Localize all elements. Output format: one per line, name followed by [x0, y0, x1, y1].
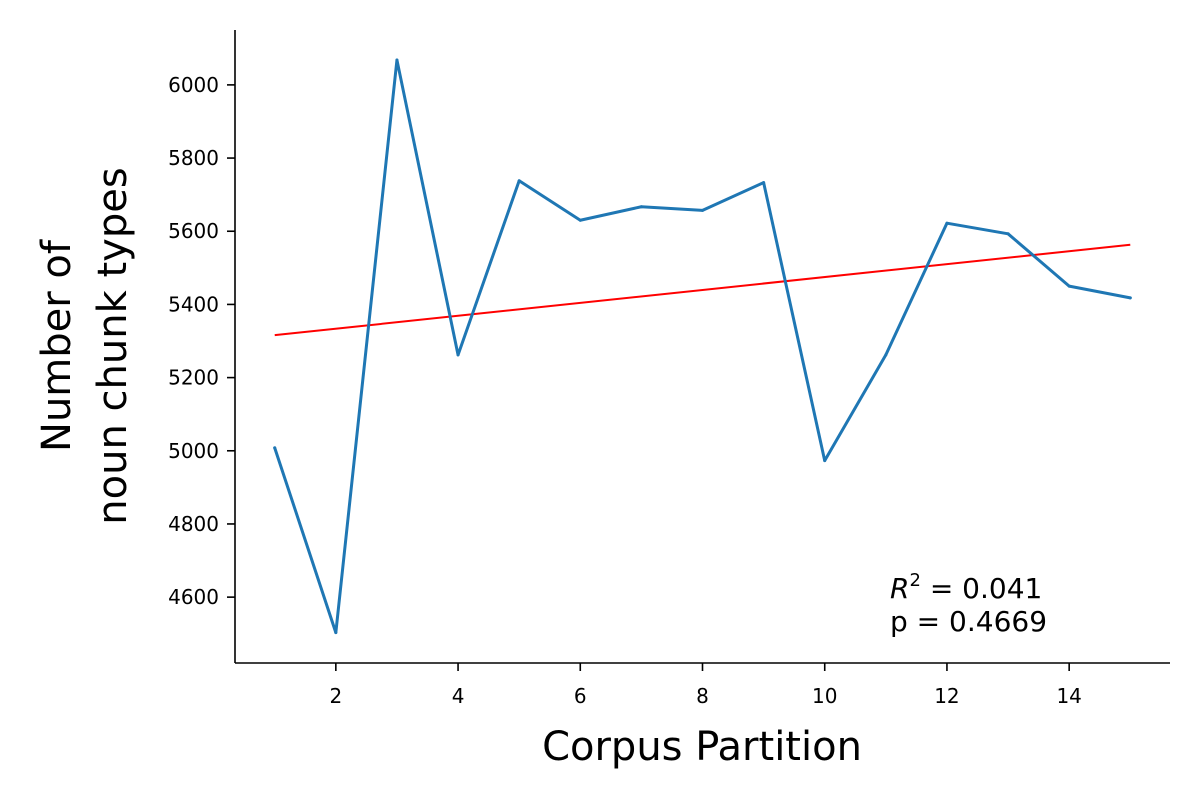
y-axis-title: Number of noun chunk types	[34, 167, 136, 524]
y-axis-title-line-1: Number of	[34, 239, 80, 452]
y-tick-label: 5200	[168, 366, 219, 390]
data-point	[701, 208, 704, 212]
data-point	[1067, 284, 1071, 288]
y-tick-label: 4800	[168, 512, 219, 536]
trend-line	[274, 243, 1131, 337]
data-point	[762, 181, 766, 185]
data-point	[334, 631, 338, 635]
plot-area	[273, 58, 1132, 635]
p-value-annotation: p = 0.4669	[890, 605, 1047, 638]
y-ticks: 4600 4800 5000 5200 5400 5600 5800 6000	[168, 73, 235, 609]
y-axis-title-line-2: noun chunk types	[90, 167, 136, 524]
x-tick-label: 14	[1056, 684, 1081, 708]
y-tick-label: 5800	[168, 146, 219, 170]
r-squared-symbol: R	[890, 572, 909, 605]
x-axis-title: Corpus Partition	[542, 724, 862, 770]
y-tick-label: 4600	[168, 585, 219, 609]
data-point	[578, 218, 582, 222]
r-squared-superscript: 2	[909, 570, 920, 591]
data-point	[517, 179, 521, 183]
data-point	[884, 353, 888, 357]
data-point	[273, 446, 277, 450]
x-tick-label: 8	[696, 684, 709, 708]
x-tick-label: 10	[812, 684, 837, 708]
y-tick-label: 5600	[168, 219, 219, 243]
x-tick-label: 12	[934, 684, 959, 708]
data-point	[945, 221, 949, 225]
data-point	[639, 205, 643, 209]
data-point	[456, 353, 460, 357]
y-tick-label: 5400	[168, 292, 219, 316]
data-point	[823, 459, 827, 463]
data-point	[1006, 232, 1010, 236]
data-point	[395, 58, 399, 62]
x-ticks: 2 4 6 8 10 12 14	[329, 663, 1082, 708]
data-point	[1128, 296, 1132, 300]
x-tick-label: 4	[452, 684, 465, 708]
series-line-0	[273, 58, 1132, 635]
x-tick-label: 6	[574, 684, 587, 708]
r-squared-value: = 0.041	[921, 572, 1042, 605]
x-tick-label: 2	[329, 684, 342, 708]
y-tick-label: 6000	[168, 73, 219, 97]
r-squared-annotation: R2 = 0.041	[890, 570, 1042, 605]
y-tick-label: 5000	[168, 439, 219, 463]
